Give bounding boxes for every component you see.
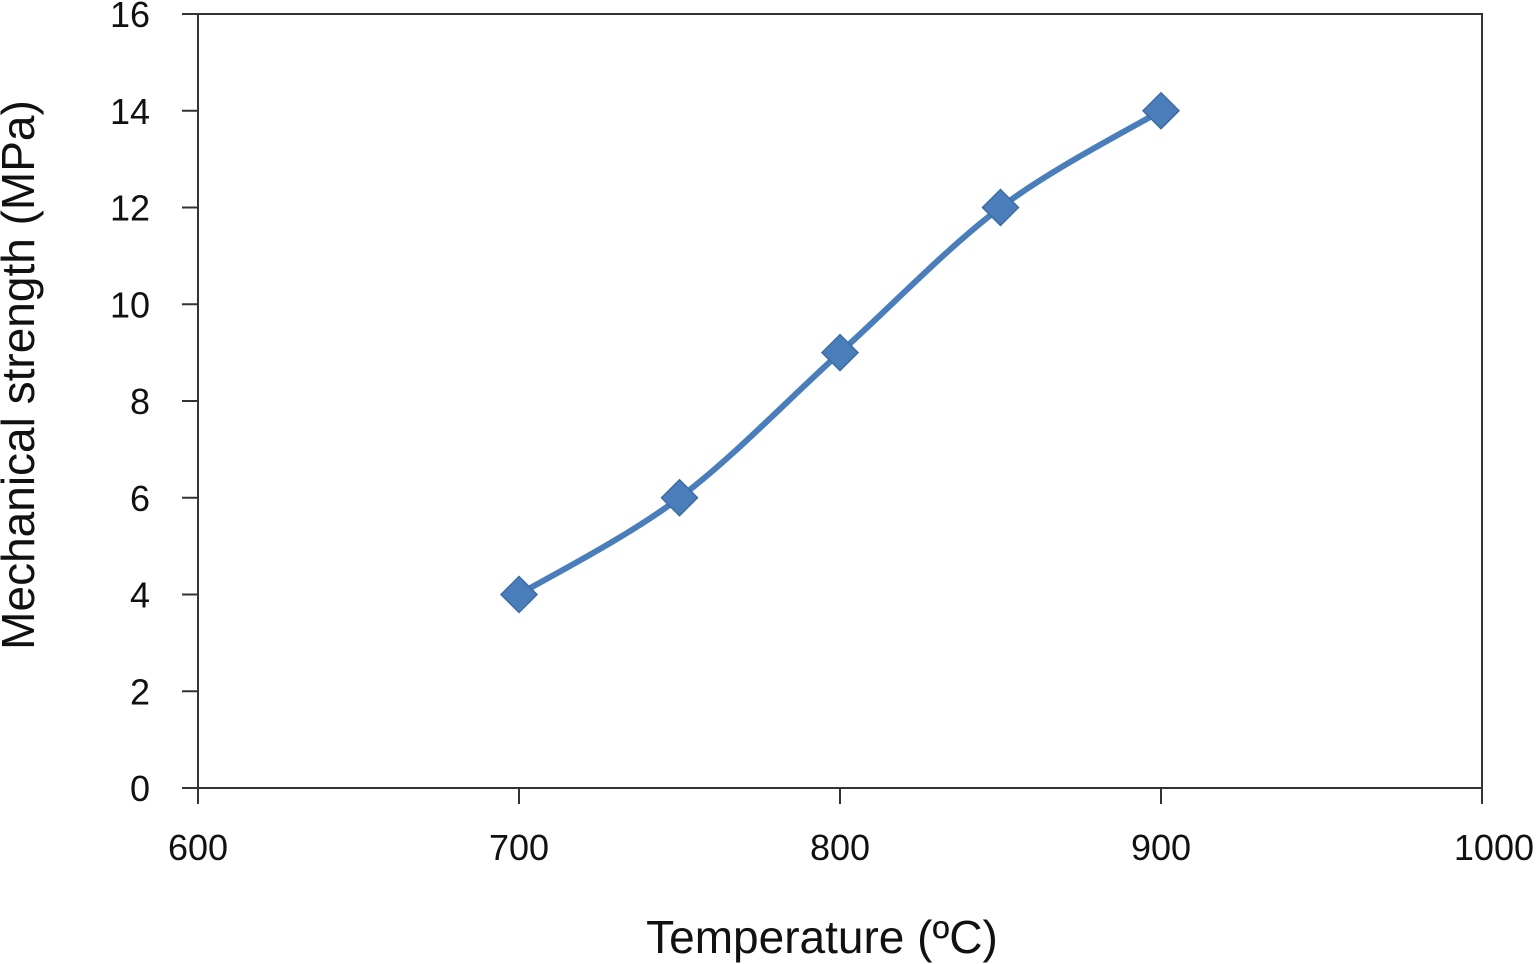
x-tick-label: 800 [810, 827, 870, 868]
data-point-marker [499, 575, 539, 614]
x-tick-label: 600 [168, 827, 228, 868]
y-tick-label: 6 [130, 478, 150, 519]
y-tick-label: 16 [110, 0, 150, 35]
y-tick-label: 4 [130, 575, 150, 616]
y-axis-title: Mechanical strength (MPa) [0, 100, 44, 650]
data-point-marker [981, 188, 1020, 227]
x-tick-label: 1000 [1454, 827, 1534, 868]
data-point-marker [820, 333, 860, 372]
data-point-marker [660, 478, 699, 517]
x-tick-label: 700 [489, 827, 549, 868]
x-axis: 600 700 800 900 1000 [168, 788, 1534, 868]
data-point-marker [1141, 91, 1181, 130]
series-markers [499, 91, 1181, 614]
x-tick-label: 900 [1131, 827, 1191, 868]
y-tick-label: 12 [110, 188, 150, 229]
plot-area-frame [197, 13, 1483, 789]
y-tick-label: 10 [110, 284, 150, 325]
y-tick-label: 2 [130, 671, 150, 712]
x-axis-title: Temperature (ºC) [646, 911, 998, 963]
y-tick-label: 14 [110, 91, 150, 132]
y-tick-label: 0 [130, 768, 150, 809]
y-axis: 0 2 4 6 8 10 12 14 16 [110, 0, 198, 809]
y-tick-label: 8 [130, 381, 150, 422]
